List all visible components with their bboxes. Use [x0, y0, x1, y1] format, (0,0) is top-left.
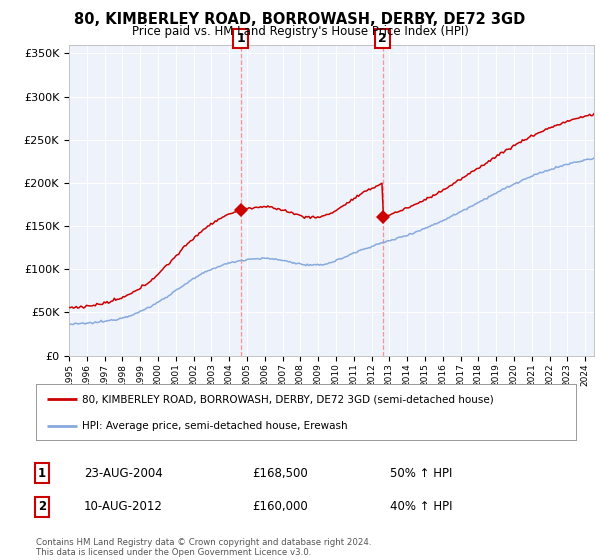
Text: 2: 2	[38, 500, 46, 514]
Text: 80, KIMBERLEY ROAD, BORROWASH, DERBY, DE72 3GD: 80, KIMBERLEY ROAD, BORROWASH, DERBY, DE…	[74, 12, 526, 27]
Text: HPI: Average price, semi-detached house, Erewash: HPI: Average price, semi-detached house,…	[82, 421, 347, 431]
Text: 1: 1	[236, 32, 245, 45]
Text: £160,000: £160,000	[252, 500, 308, 514]
Text: 80, KIMBERLEY ROAD, BORROWASH, DERBY, DE72 3GD (semi-detached house): 80, KIMBERLEY ROAD, BORROWASH, DERBY, DE…	[82, 394, 494, 404]
Text: Price paid vs. HM Land Registry's House Price Index (HPI): Price paid vs. HM Land Registry's House …	[131, 25, 469, 38]
Text: £168,500: £168,500	[252, 466, 308, 480]
Text: 10-AUG-2012: 10-AUG-2012	[84, 500, 163, 514]
Text: 40% ↑ HPI: 40% ↑ HPI	[390, 500, 452, 514]
Text: 1: 1	[38, 466, 46, 480]
Text: 50% ↑ HPI: 50% ↑ HPI	[390, 466, 452, 480]
Text: Contains HM Land Registry data © Crown copyright and database right 2024.
This d: Contains HM Land Registry data © Crown c…	[36, 538, 371, 557]
Text: 23-AUG-2004: 23-AUG-2004	[84, 466, 163, 480]
Text: 2: 2	[378, 32, 387, 45]
